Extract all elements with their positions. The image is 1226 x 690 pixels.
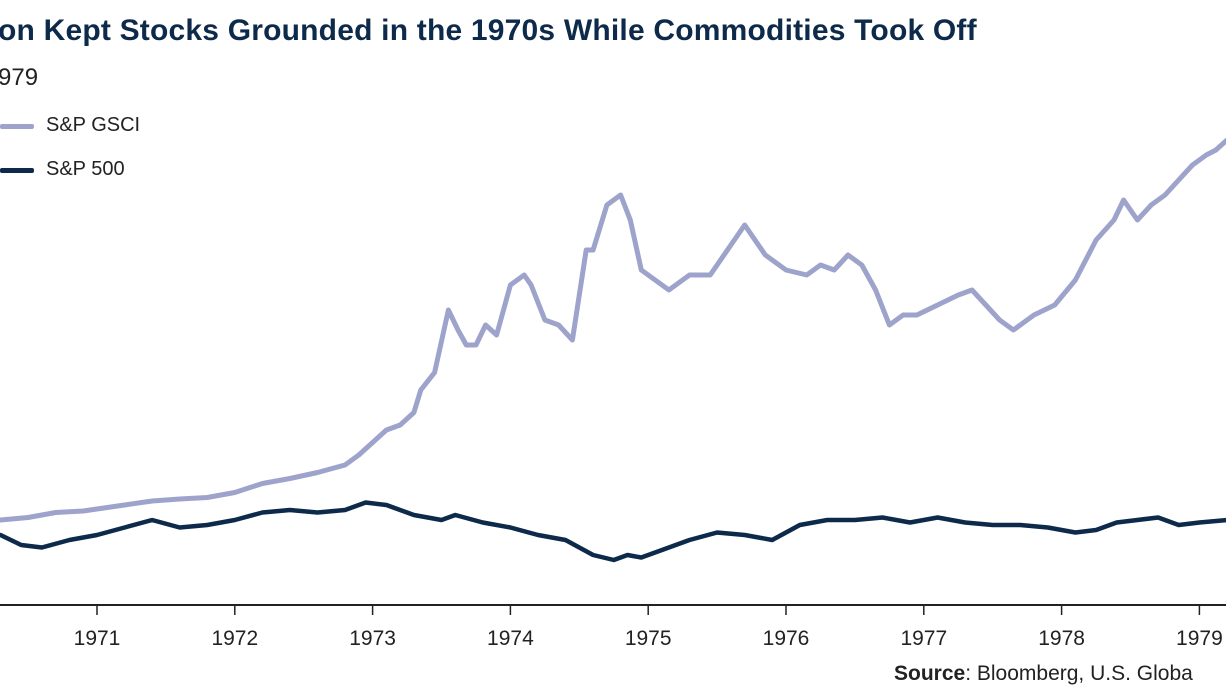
x-tick-label-1977: 1977 [900, 627, 947, 650]
x-tick-label-1978: 1978 [1038, 627, 1085, 650]
legend-label-gsci: S&P GSCI [46, 114, 141, 136]
x-tick-label-1971: 1971 [74, 627, 121, 650]
series-line-gsci [0, 137, 1226, 523]
series-line-sp500 [0, 500, 1226, 563]
legend-label-sp500: S&P 500 [46, 158, 125, 180]
legend-swatch-sp500 [0, 168, 34, 173]
x-tick-label-1975: 1975 [625, 627, 672, 650]
x-tick-label-1976: 1976 [763, 627, 810, 650]
chart-title: on Kept Stocks Grounded in the 1970s Whi… [0, 14, 977, 47]
x-tick-label-1973: 1973 [349, 627, 396, 650]
source-note: Source: Bloomberg, U.S. Globa [894, 662, 1193, 686]
chart-subtitle: 979 [0, 64, 39, 91]
source-text: : Bloomberg, U.S. Globa [965, 662, 1193, 685]
x-tick-label-1974: 1974 [487, 627, 534, 650]
legend-swatch-gsci [0, 124, 34, 129]
x-tick-label-1979: 1979 [1176, 627, 1223, 650]
x-tick-label-1972: 1972 [211, 627, 258, 650]
source-label: Source [894, 662, 966, 685]
